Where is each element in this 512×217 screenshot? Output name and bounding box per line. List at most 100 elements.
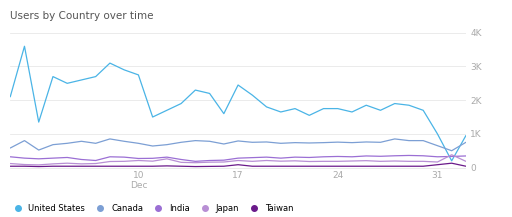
Japan	[78, 163, 84, 165]
Japan	[7, 162, 13, 165]
India	[306, 156, 312, 159]
Taiwan	[321, 165, 327, 168]
Japan	[377, 160, 383, 163]
United States	[420, 109, 426, 112]
Japan	[321, 160, 327, 163]
India	[249, 156, 255, 159]
Taiwan	[206, 165, 212, 168]
India	[206, 159, 212, 162]
United States	[292, 107, 298, 110]
Text: Users by Country over time: Users by Country over time	[10, 11, 154, 21]
Japan	[278, 160, 284, 163]
Taiwan	[463, 165, 469, 168]
India	[335, 155, 341, 158]
Taiwan	[434, 163, 440, 166]
India	[78, 158, 84, 161]
Japan	[121, 160, 127, 163]
Canada	[121, 140, 127, 143]
United States	[449, 159, 455, 162]
United States	[278, 111, 284, 113]
Japan	[206, 161, 212, 163]
Taiwan	[121, 165, 127, 168]
Canada	[349, 141, 355, 144]
India	[278, 157, 284, 159]
Japan	[306, 160, 312, 163]
Japan	[178, 161, 184, 164]
United States	[335, 107, 341, 110]
Canada	[335, 141, 341, 143]
United States	[193, 89, 199, 91]
Taiwan	[36, 165, 42, 168]
United States	[36, 121, 42, 123]
United States	[22, 45, 28, 48]
India	[449, 155, 455, 158]
Japan	[292, 159, 298, 162]
India	[264, 156, 270, 158]
Taiwan	[363, 165, 369, 168]
Line: Canada: Canada	[10, 139, 466, 151]
India	[420, 155, 426, 157]
Canada	[420, 139, 426, 142]
Japan	[93, 162, 99, 165]
Taiwan	[135, 165, 141, 168]
Japan	[420, 160, 426, 163]
United States	[164, 109, 170, 112]
India	[178, 158, 184, 161]
Japan	[349, 160, 355, 162]
Canada	[135, 142, 141, 145]
India	[221, 159, 227, 161]
Japan	[107, 160, 113, 163]
Japan	[449, 153, 455, 156]
United States	[221, 112, 227, 115]
Line: Taiwan: Taiwan	[10, 163, 466, 167]
Taiwan	[193, 165, 199, 168]
India	[363, 155, 369, 157]
India	[64, 156, 70, 159]
Canada	[36, 149, 42, 151]
Canada	[449, 150, 455, 152]
Canada	[292, 141, 298, 144]
Japan	[235, 159, 241, 162]
Canada	[363, 141, 369, 143]
Taiwan	[420, 165, 426, 168]
United States	[235, 84, 241, 86]
Taiwan	[107, 165, 113, 168]
Canada	[150, 145, 156, 147]
Japan	[463, 160, 469, 163]
Taiwan	[22, 165, 28, 168]
Taiwan	[164, 164, 170, 167]
Taiwan	[150, 165, 156, 168]
Japan	[64, 162, 70, 164]
Canada	[78, 140, 84, 143]
United States	[178, 102, 184, 105]
Taiwan	[50, 165, 56, 168]
Canada	[221, 143, 227, 145]
India	[377, 155, 383, 158]
Taiwan	[221, 165, 227, 168]
India	[22, 157, 28, 159]
United States	[406, 104, 412, 107]
India	[164, 156, 170, 158]
Japan	[36, 164, 42, 166]
Taiwan	[7, 165, 13, 168]
Taiwan	[235, 163, 241, 166]
United States	[107, 62, 113, 64]
Canada	[107, 138, 113, 140]
India	[349, 156, 355, 158]
Japan	[221, 161, 227, 163]
Canada	[306, 142, 312, 144]
United States	[50, 75, 56, 78]
India	[121, 156, 127, 158]
Taiwan	[335, 165, 341, 168]
United States	[78, 79, 84, 81]
Canada	[64, 142, 70, 145]
United States	[135, 74, 141, 76]
Japan	[164, 158, 170, 160]
United States	[392, 102, 398, 105]
United States	[206, 92, 212, 95]
Canada	[249, 141, 255, 144]
Canada	[206, 140, 212, 143]
Taiwan	[249, 165, 255, 168]
Canada	[235, 140, 241, 142]
Canada	[463, 141, 469, 144]
